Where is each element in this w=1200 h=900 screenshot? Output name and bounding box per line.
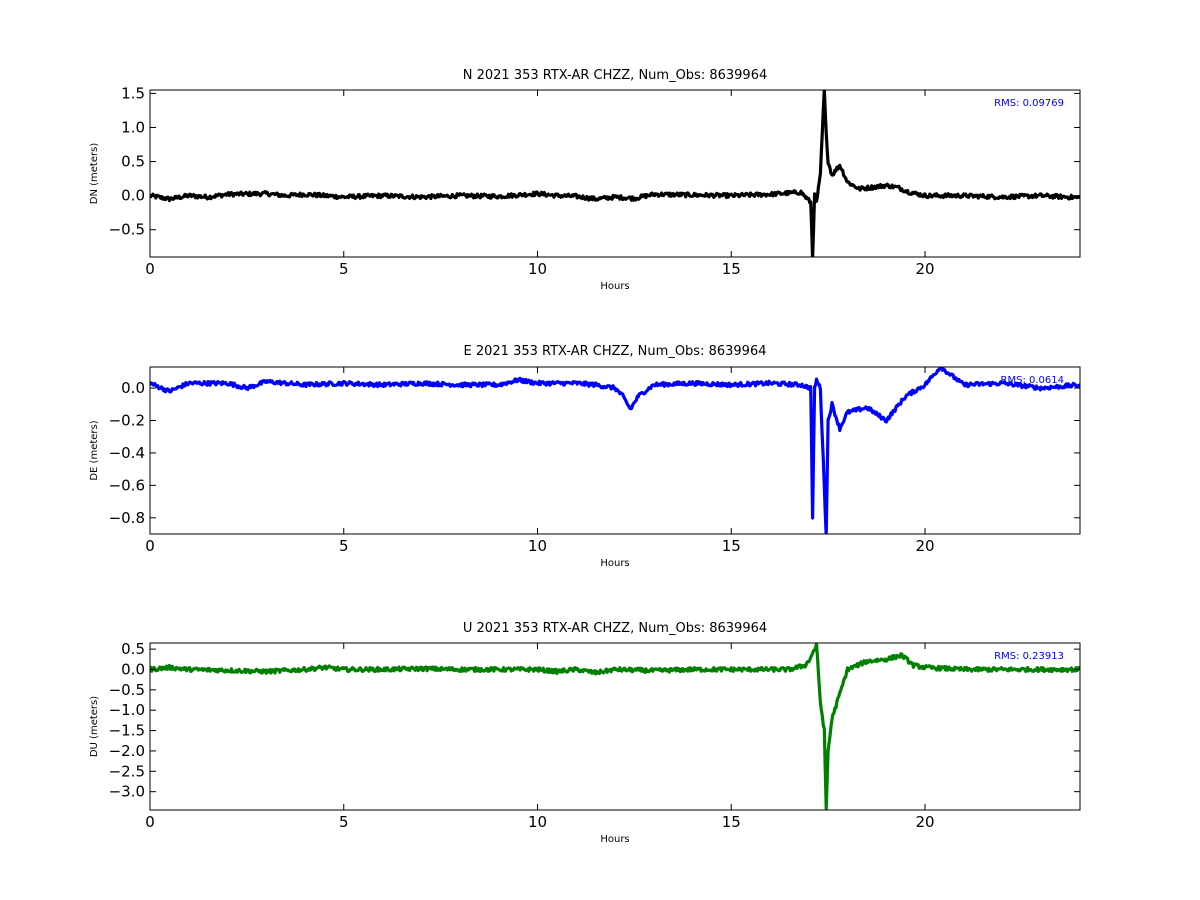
y-tick-label: 0.0 bbox=[121, 660, 145, 678]
x-tick-label: 5 bbox=[339, 813, 349, 831]
x-tick-label: 10 bbox=[528, 537, 547, 555]
y-tick-label: −1.5 bbox=[109, 722, 145, 740]
plot-frame bbox=[149, 89, 1081, 258]
x-axis-label: Hours bbox=[600, 281, 629, 292]
y-tick-label: −0.4 bbox=[109, 444, 145, 462]
x-axis-label: Hours bbox=[600, 558, 629, 569]
y-tick-label: −0.6 bbox=[109, 476, 145, 494]
x-tick-label: 5 bbox=[339, 537, 349, 555]
x-tick-label: 15 bbox=[722, 537, 741, 555]
y-tick-label: 0.0 bbox=[121, 379, 145, 397]
y-tick-label: 1.5 bbox=[121, 84, 145, 102]
y-axis-label: DE (meters) bbox=[89, 420, 100, 480]
y-tick-label: 0.0 bbox=[121, 187, 145, 205]
y-tick-label: −2.0 bbox=[109, 742, 145, 760]
panel-north: N 2021 353 RTX-AR CHZZ, Num_Obs: 8639964… bbox=[89, 68, 1081, 292]
y-tick-label: −2.5 bbox=[109, 762, 145, 780]
panel-east: E 2021 353 RTX-AR CHZZ, Num_Obs: 8639964… bbox=[89, 344, 1081, 569]
x-tick-label: 15 bbox=[722, 813, 741, 831]
y-tick-label: −0.5 bbox=[109, 221, 145, 239]
panel-title: E 2021 353 RTX-AR CHZZ, Num_Obs: 8639964 bbox=[464, 344, 767, 359]
panel-up: U 2021 353 RTX-AR CHZZ, Num_Obs: 8639964… bbox=[89, 621, 1081, 845]
x-tick-label: 15 bbox=[722, 260, 741, 278]
x-tick-label: 20 bbox=[915, 813, 934, 831]
y-axis-label: DU (meters) bbox=[89, 696, 100, 757]
y-tick-label: 1.0 bbox=[121, 118, 145, 136]
x-axis-label: Hours bbox=[600, 834, 629, 845]
y-tick-label: −0.2 bbox=[109, 412, 145, 430]
x-tick-label: 20 bbox=[915, 260, 934, 278]
plot-frame bbox=[149, 366, 1081, 535]
series-line bbox=[150, 643, 1080, 810]
series-line bbox=[150, 367, 1080, 534]
x-tick-label: 10 bbox=[528, 260, 547, 278]
series-line bbox=[150, 90, 1080, 257]
rms-annotation: RMS: 0.09769 bbox=[994, 98, 1064, 109]
x-tick-label: 0 bbox=[145, 260, 155, 278]
y-tick-label: 0.5 bbox=[121, 153, 145, 171]
x-tick-label: 20 bbox=[915, 537, 934, 555]
y-tick-label: −0.5 bbox=[109, 681, 145, 699]
panel-title: N 2021 353 RTX-AR CHZZ, Num_Obs: 8639964 bbox=[463, 68, 768, 83]
y-tick-label: 0.5 bbox=[121, 640, 145, 658]
x-tick-label: 5 bbox=[339, 260, 349, 278]
rms-annotation: RMS: 0.23913 bbox=[994, 651, 1064, 662]
x-tick-label: 10 bbox=[528, 813, 547, 831]
y-axis-label: DN (meters) bbox=[89, 143, 100, 205]
y-tick-label: −1.0 bbox=[109, 701, 145, 719]
y-tick-label: −0.8 bbox=[109, 509, 145, 527]
panel-title: U 2021 353 RTX-AR CHZZ, Num_Obs: 8639964 bbox=[463, 621, 767, 636]
y-tick-label: −3.0 bbox=[109, 783, 145, 801]
x-tick-label: 0 bbox=[145, 537, 155, 555]
plot-frame bbox=[149, 642, 1081, 811]
x-tick-label: 0 bbox=[145, 813, 155, 831]
rms-annotation: RMS: 0.0614 bbox=[1001, 375, 1064, 386]
